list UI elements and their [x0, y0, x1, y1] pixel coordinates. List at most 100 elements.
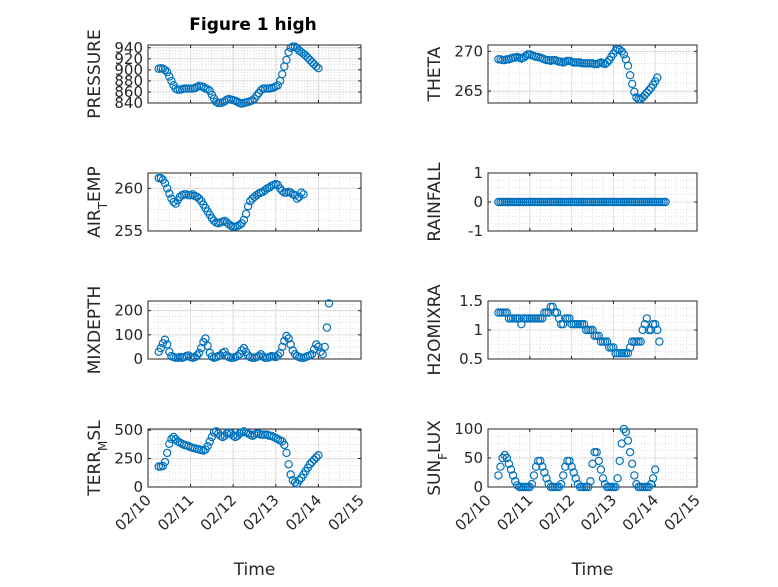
- data-point: [286, 470, 295, 479]
- data-point: [273, 351, 283, 360]
- y-axis-label: THETA: [425, 46, 445, 102]
- data-point: [579, 320, 589, 329]
- data-point: [521, 51, 530, 61]
- data-point: [630, 87, 639, 97]
- data-point: [619, 50, 629, 59]
- y-tick-label: -1: [468, 222, 483, 240]
- data-point: [252, 429, 261, 438]
- data-point: [297, 188, 306, 197]
- data-point: [284, 460, 293, 469]
- y-tick-label: 1.5: [459, 292, 483, 310]
- y-tick-label: 100: [114, 326, 143, 344]
- data-point: [655, 337, 664, 346]
- data-point: [235, 220, 244, 230]
- y-axis-label-tail: LUX: [425, 420, 445, 453]
- y-axis-label: PRESSURE: [85, 29, 105, 118]
- tick-marks: [147, 429, 362, 488]
- series-air_temp: [154, 173, 308, 231]
- data-point: [207, 432, 217, 442]
- axes-box: [147, 300, 362, 360]
- data-point: [623, 349, 633, 358]
- data-point: [288, 42, 297, 51]
- y-tick-label: 920: [114, 50, 143, 68]
- y-axis-label: AIRTEMP: [85, 166, 110, 237]
- data-point: [314, 342, 323, 352]
- y-axis-label-subscript: F: [436, 453, 450, 460]
- x-tick-label: 02/15: [661, 491, 704, 534]
- y-tick-label: 880: [114, 72, 143, 90]
- data-point: [559, 320, 568, 329]
- data-point: [307, 57, 317, 67]
- y-axis-label-subscript: T: [96, 201, 110, 210]
- y-tick-label: 1: [473, 321, 483, 339]
- data-point: [314, 451, 323, 460]
- data-point: [613, 474, 622, 483]
- data-point: [625, 343, 635, 352]
- data-point: [290, 350, 300, 359]
- y-tick-label: 0: [473, 193, 483, 211]
- y-axis-label-main: PRESSURE: [85, 29, 105, 118]
- series-theta: [494, 44, 662, 104]
- data-point: [182, 84, 191, 93]
- data-point: [527, 479, 537, 489]
- x-tick-label: 02/13: [239, 491, 282, 534]
- data-point: [623, 61, 633, 70]
- data-point: [586, 477, 595, 486]
- data-point: [324, 299, 334, 308]
- data-point: [192, 351, 202, 360]
- data-point: [160, 178, 170, 188]
- data-point: [567, 462, 576, 471]
- data-point: [237, 346, 246, 355]
- y-axis-label: H2OMIXRA: [425, 284, 445, 375]
- data-point: [282, 448, 291, 458]
- data-point: [571, 474, 581, 483]
- data-point: [621, 427, 631, 437]
- data-point: [295, 476, 304, 485]
- data-point: [536, 456, 545, 466]
- data-point: [301, 51, 310, 60]
- data-point: [162, 340, 172, 349]
- data-point: [307, 457, 317, 467]
- data-point: [598, 474, 608, 483]
- data-point: [280, 188, 289, 197]
- y-tick-label: 270: [454, 42, 483, 60]
- data-point: [638, 93, 647, 102]
- figure-title: Figure 1 high: [189, 15, 317, 35]
- y-axis-label-main: TERR: [85, 451, 105, 497]
- y-tick-label: 255: [114, 222, 143, 240]
- y-axis-label-main: MIXDEPTH: [85, 286, 105, 375]
- data-point: [318, 350, 327, 359]
- y-tick-label: 1: [473, 164, 483, 182]
- data-point: [245, 196, 255, 206]
- data-point: [646, 325, 656, 335]
- data-point: [162, 448, 172, 458]
- data-point: [203, 441, 212, 451]
- data-point: [511, 477, 520, 486]
- data-point: [592, 448, 601, 457]
- data-point: [548, 302, 558, 311]
- data-point: [661, 197, 670, 207]
- y-axis-label-main: H2OMIXRA: [425, 284, 445, 375]
- data-point: [508, 471, 518, 480]
- y-axis-label-tail: EMP: [85, 166, 105, 202]
- data-point: [156, 343, 165, 353]
- data-point: [561, 462, 570, 471]
- x-axis-label: Time: [233, 560, 276, 580]
- data-point: [544, 308, 553, 317]
- data-point: [252, 91, 261, 101]
- y-axis-label-main: RAINFALL: [425, 162, 445, 242]
- data-point: [273, 81, 283, 90]
- data-point: [623, 436, 633, 445]
- data-point: [241, 209, 251, 219]
- data-point: [299, 190, 308, 199]
- y-tick-label: 840: [114, 94, 143, 112]
- series-sun_flux: [494, 424, 660, 492]
- data-point: [260, 84, 270, 93]
- data-point: [594, 331, 604, 340]
- data-point: [165, 347, 174, 356]
- data-point: [642, 88, 652, 97]
- data-point: [312, 62, 321, 71]
